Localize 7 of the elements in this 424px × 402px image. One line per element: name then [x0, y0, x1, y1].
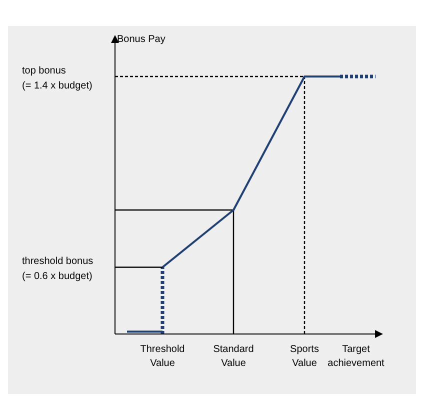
x-tick-label: Sports Value [290, 344, 319, 369]
x-tick-label: Standard Value [213, 344, 254, 369]
y-tick-label: threshold bonus (= 0.6 x budget) [22, 256, 94, 282]
y-axis-title: Bonus Pay [117, 34, 166, 45]
x-tick-label: Threshold Value [140, 344, 185, 369]
x-axis-title: Target achievement [328, 344, 385, 369]
y-tick-label: top bonus (= 1.4 x budget) [22, 66, 92, 92]
